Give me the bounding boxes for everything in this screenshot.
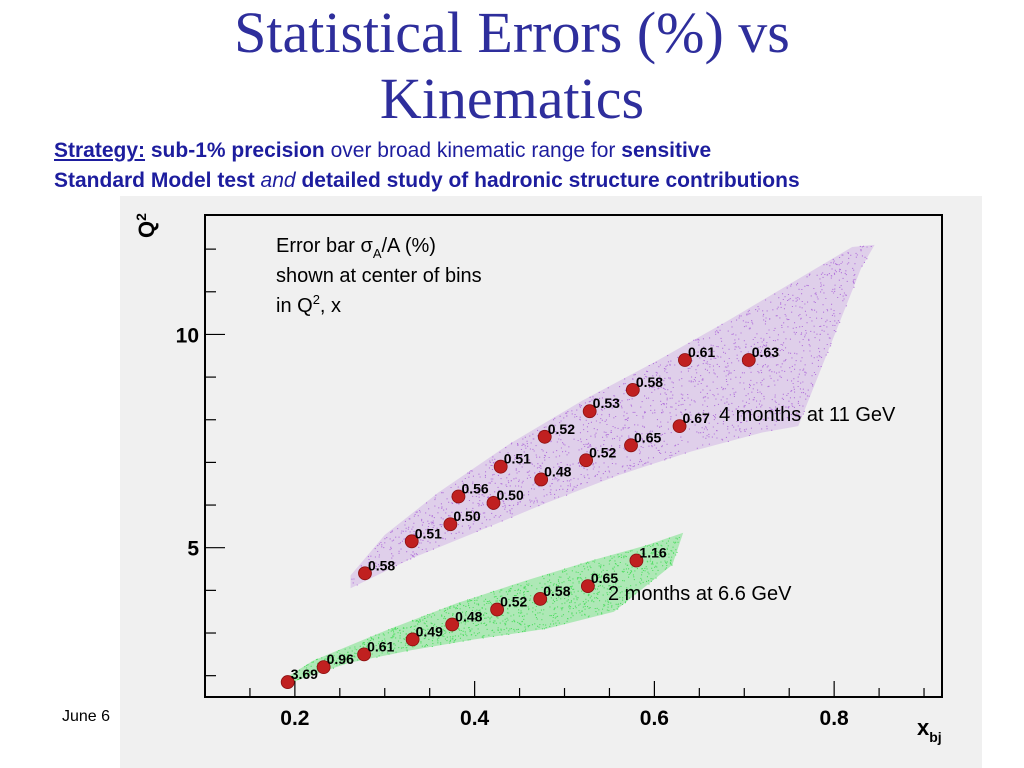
title-line-1: Statistical Errors (%) vs	[234, 0, 790, 65]
data-point-label: 0.51	[504, 451, 531, 467]
data-point	[579, 453, 593, 468]
data-point	[445, 617, 460, 632]
data-point	[678, 353, 692, 367]
data-point-label: 0.96	[327, 651, 354, 667]
strategy-label: Strategy:	[54, 139, 146, 162]
data-point-label: 0.50	[497, 487, 524, 503]
plot-frame	[204, 214, 943, 698]
data-point	[741, 353, 756, 367]
title-line-2: Kinematics	[379, 66, 645, 131]
data-point-label: 0.61	[688, 344, 715, 360]
data-point-label: 0.48	[544, 463, 571, 479]
data-point-label: 0.61	[367, 638, 394, 654]
data-point	[404, 534, 419, 549]
strategy-precision: sub-1% precision	[150, 139, 325, 162]
strategy-line-1: Strategy: sub-1% precision over broad ki…	[54, 136, 1014, 166]
data-points: 0.58 0.51 0.50 0.56 0.50 0.51 0.48 0.52 0.52 0.53…	[280, 344, 779, 689]
data-point	[357, 647, 371, 662]
band-6-6gev-events	[286, 536, 680, 683]
strategy-and: and	[260, 169, 296, 192]
data-point	[672, 419, 687, 434]
x-axis-title: xbj	[917, 715, 942, 745]
data-point	[537, 429, 552, 444]
data-point	[486, 496, 501, 510]
data-point	[443, 517, 458, 532]
chart-panel	[120, 196, 982, 768]
band-11gev-events	[351, 245, 872, 586]
y-tick-label: 10	[176, 324, 199, 347]
data-point	[451, 489, 466, 504]
data-point-label: 0.49	[416, 623, 443, 639]
data-point	[580, 579, 595, 593]
data-point	[629, 553, 644, 568]
band-6-6gev-region	[285, 532, 684, 685]
legend-6-6gev: 2 months at 6.6 GeV	[608, 583, 792, 605]
data-point	[625, 382, 640, 397]
strategy-statement: Strategy: sub-1% precision over broad ki…	[54, 136, 1014, 196]
kinematic-coverage-bands	[285, 244, 875, 685]
x-tick-label: 0.4	[460, 707, 490, 730]
strategy-line-2: Standard Model test and detailed study o…	[54, 166, 1014, 196]
data-point-label: 3.69	[291, 666, 318, 682]
data-point-label: 0.58	[636, 374, 663, 390]
strategy-hadronic: detailed study of hadronic structure con…	[301, 169, 800, 192]
data-point-label: 0.56	[461, 481, 488, 497]
annotation-line-2: shown at center of bins	[276, 265, 482, 287]
annotation-line-1: Error bar σA/A (%)	[276, 235, 436, 261]
data-point-label: 1.16	[639, 545, 666, 561]
data-point	[582, 404, 597, 419]
data-point-label: 0.52	[500, 594, 527, 610]
data-point	[490, 602, 505, 617]
axis-ticks: 0.2 0.4 0.6 0.8 5 10	[176, 248, 925, 730]
data-point-label: 0.50	[453, 508, 480, 524]
data-point-label: 0.58	[543, 583, 570, 599]
y-tick-label: 5	[187, 538, 199, 561]
series-11gev: 0.58 0.51 0.50 0.56 0.50 0.51 0.48 0.52 0.52 0.53…	[358, 344, 779, 581]
data-point	[316, 660, 331, 675]
legend-11gev: 4 months at 11 GeV	[719, 404, 896, 426]
data-point	[280, 675, 295, 689]
data-point-label: 0.58	[368, 557, 395, 573]
data-point	[534, 472, 549, 487]
x-tick-label: 0.6	[640, 707, 669, 730]
data-point-label: 0.53	[593, 395, 620, 411]
data-point	[493, 459, 508, 474]
y-axis-title: Q2	[133, 213, 159, 238]
strategy-sensitive: sensitive	[621, 139, 712, 162]
annotation-line-3: in Q2, x	[276, 292, 341, 317]
data-point-label: 0.63	[752, 344, 779, 360]
data-point-label: 0.52	[589, 444, 616, 460]
data-point-label: 0.65	[634, 429, 661, 445]
x-tick-label: 0.8	[820, 707, 850, 730]
strategy-range-text: over broad kinematic range for	[330, 139, 616, 162]
data-point-label: 0.51	[415, 525, 442, 541]
footer-date: June 6	[62, 708, 111, 725]
kinematics-scatter-chart: 0.2 0.4 0.6 0.8 5 10 0.58 0.51 0.50 0.56 0.50 0.51…	[133, 213, 943, 745]
data-point	[624, 438, 638, 453]
data-point-label: 0.65	[591, 570, 618, 586]
strategy-sm-test: Standard Model test	[54, 169, 255, 192]
series-6-6gev: 3.69 0.96 0.61 0.49 0.48 0.52 0.58 0.65 1.16	[280, 545, 667, 689]
slide-title: Statistical Errors (%) vs Kinematics	[0, 0, 1024, 134]
data-point-label: 0.48	[455, 608, 482, 624]
data-point-label: 0.52	[548, 421, 575, 437]
band-11gev-region	[350, 244, 875, 589]
data-point	[358, 566, 372, 581]
x-tick-label: 0.2	[280, 707, 309, 730]
data-point-label: 0.67	[683, 410, 710, 426]
data-point	[533, 591, 548, 606]
data-point	[405, 632, 420, 647]
